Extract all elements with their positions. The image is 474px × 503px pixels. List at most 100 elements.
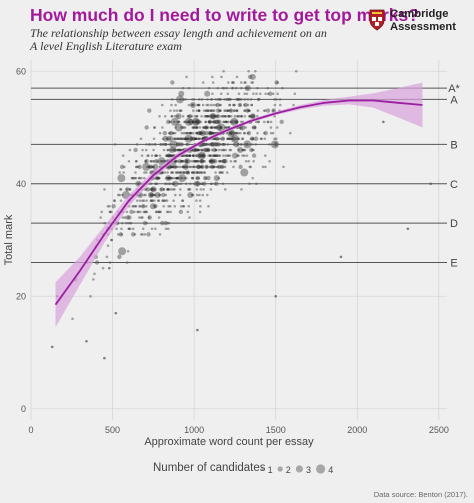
data-point — [194, 120, 197, 124]
data-point — [199, 131, 203, 135]
data-point — [210, 148, 214, 152]
data-source: Data source: Benton (2017). — [373, 490, 468, 499]
data-point — [254, 69, 257, 73]
data-point — [193, 147, 199, 153]
data-point — [141, 233, 144, 236]
data-point — [193, 118, 200, 125]
data-point — [137, 164, 142, 170]
data-point — [134, 204, 138, 208]
data-point — [130, 176, 134, 180]
grade-label: E — [450, 258, 457, 270]
data-point — [147, 192, 154, 198]
data-point — [197, 151, 206, 160]
data-point — [210, 126, 214, 129]
data-point — [195, 193, 199, 197]
data-point — [119, 199, 123, 202]
data-point — [213, 131, 217, 135]
data-point — [212, 147, 217, 153]
data-point — [205, 126, 209, 129]
data-point — [143, 210, 147, 214]
data-point — [196, 148, 199, 152]
data-point — [128, 148, 132, 152]
data-point — [226, 109, 230, 112]
data-point — [174, 165, 178, 169]
data-point — [216, 114, 220, 118]
data-point — [197, 103, 201, 107]
data-point — [167, 154, 171, 157]
data-point — [217, 165, 220, 169]
data-point — [194, 126, 197, 129]
data-point — [150, 227, 154, 231]
data-point — [241, 137, 244, 141]
data-point — [253, 136, 259, 141]
data-point — [184, 165, 187, 169]
data-point — [221, 159, 227, 164]
data-point — [263, 131, 266, 135]
data-point — [198, 130, 203, 136]
data-point — [181, 126, 185, 129]
data-point — [182, 204, 186, 208]
data-point — [187, 114, 190, 118]
data-point — [173, 114, 177, 118]
data-point — [208, 114, 212, 118]
data-point — [117, 233, 120, 236]
data-point — [172, 199, 175, 202]
data-point — [154, 192, 161, 198]
data-point — [194, 137, 197, 141]
data-point — [197, 137, 201, 141]
data-point — [195, 109, 199, 112]
data-point — [272, 109, 275, 112]
data-point — [195, 188, 199, 191]
data-point — [201, 81, 205, 84]
data-point — [199, 131, 202, 135]
data-point — [228, 114, 231, 118]
data-point — [178, 148, 182, 152]
data-point — [195, 126, 199, 129]
data-point — [195, 159, 199, 163]
data-point — [191, 154, 195, 157]
data-point — [196, 120, 200, 124]
data-point — [235, 131, 239, 135]
data-point — [214, 154, 217, 157]
data-point — [201, 154, 205, 157]
data-point — [196, 131, 200, 135]
data-point — [210, 159, 214, 163]
data-point — [214, 114, 218, 118]
data-point — [215, 126, 218, 129]
data-point — [242, 148, 246, 152]
data-point — [182, 171, 185, 174]
data-point — [195, 114, 198, 118]
data-point — [151, 159, 155, 163]
data-point — [210, 131, 213, 135]
data-point — [146, 154, 149, 157]
data-point — [181, 165, 185, 169]
data-point — [187, 131, 191, 135]
data-point — [153, 126, 156, 129]
data-point — [119, 164, 125, 170]
data-point — [145, 204, 148, 208]
grade-label: A* — [448, 83, 460, 95]
data-point — [147, 215, 152, 220]
data-point — [243, 148, 247, 152]
data-point — [170, 154, 174, 157]
data-point — [119, 188, 122, 191]
data-point — [227, 114, 231, 118]
data-point — [145, 187, 150, 192]
data-point — [246, 130, 252, 136]
data-point — [166, 154, 170, 157]
data-point — [158, 233, 162, 236]
data-point — [246, 109, 249, 112]
data-point — [149, 193, 153, 197]
data-point — [190, 176, 194, 180]
data-point — [219, 159, 222, 163]
data-point — [197, 109, 201, 112]
data-point — [137, 176, 141, 180]
data-point — [193, 159, 197, 163]
data-point — [210, 109, 213, 112]
data-point — [176, 176, 179, 180]
data-point — [186, 137, 190, 141]
data-point — [274, 80, 279, 85]
data-point — [118, 232, 124, 237]
data-point — [108, 210, 112, 214]
data-point — [218, 109, 222, 112]
